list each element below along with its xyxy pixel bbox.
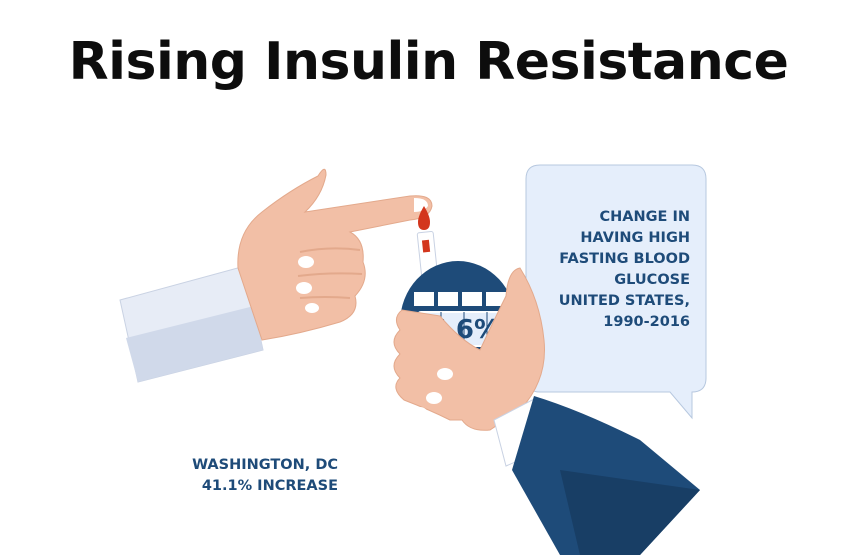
callout-line: GLUCOSE [614,272,690,288]
callout-line: CHANGE IN [599,209,690,225]
callout-line: FASTING BLOOD [559,251,690,267]
callout-text: CHANGE IN HAVING HIGH FASTING BLOOD GLUC… [540,207,690,333]
blood-drop-icon [418,206,430,230]
page-title: Rising Insulin Resistance [68,32,789,92]
callout-line: 1990-2016 [603,314,690,330]
callout-line: UNITED STATES, [558,293,690,309]
location-name: WASHINGTON, DC [192,457,338,473]
pointing-hand-icon [119,168,433,383]
location-stat: WASHINGTON, DC 41.1% INCREASE [150,455,338,497]
location-change: 41.1% INCREASE [201,478,338,494]
speech-bubble-icon [525,164,707,420]
callout-line: HAVING HIGH [580,230,690,246]
holding-hand-icon [393,267,700,555]
